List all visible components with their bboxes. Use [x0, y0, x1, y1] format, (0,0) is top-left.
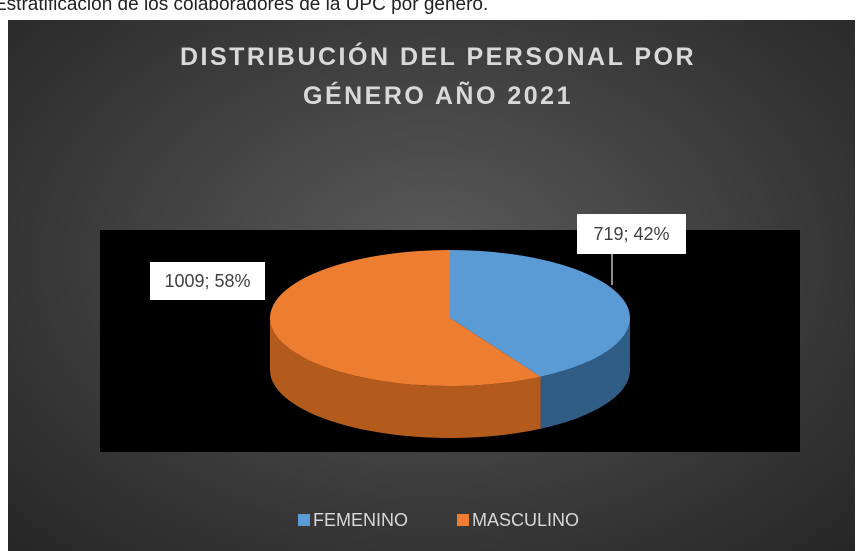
slice	[270, 250, 541, 386]
legend-swatch	[298, 514, 310, 526]
data-label-box	[577, 214, 686, 254]
legend-label: FEMENINO	[313, 510, 408, 530]
data-label-box	[150, 262, 265, 300]
legend-swatch	[457, 514, 469, 526]
slice-side	[540, 318, 630, 429]
chart-title: DISTRIBUCIÓN DEL PERSONAL POR GÉNERO AÑO…	[179, 43, 697, 110]
legend-label: MASCULINO	[472, 510, 579, 530]
caption: Estratificación de los colaboradores de …	[0, 0, 489, 15]
data-label: 719; 42%	[593, 224, 669, 244]
slice-side	[270, 318, 541, 438]
data-label: 1009; 58%	[164, 271, 250, 291]
slice	[450, 250, 631, 377]
